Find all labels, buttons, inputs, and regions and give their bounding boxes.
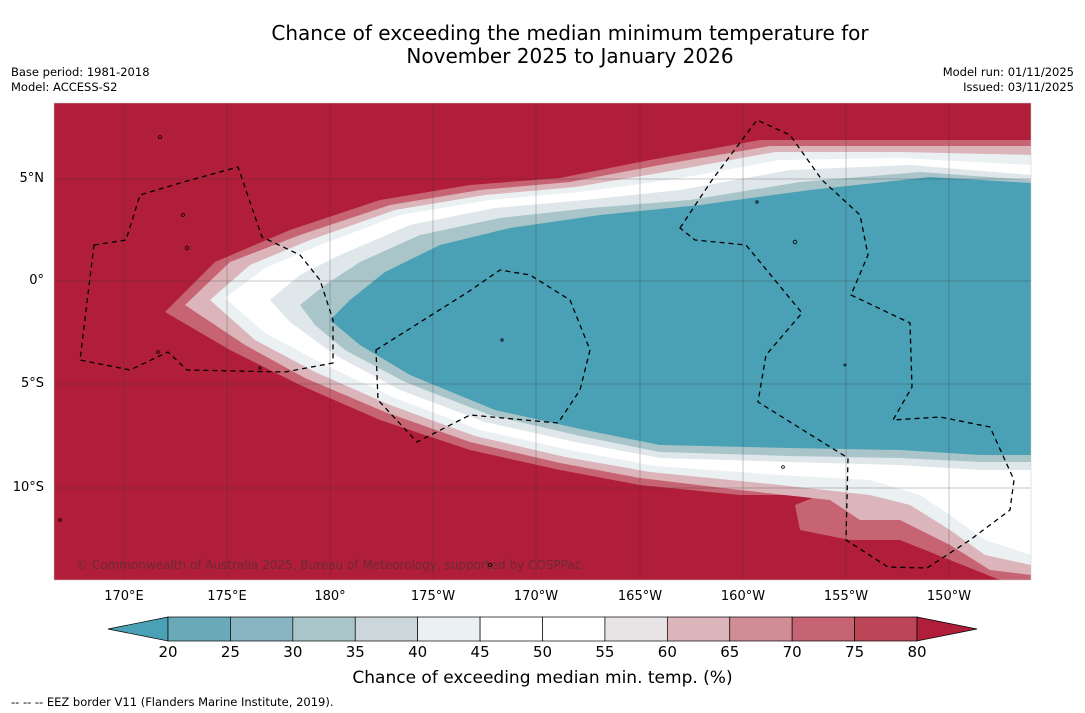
issued-date: Issued: 03/11/2025 — [963, 80, 1074, 94]
colorbar-segment — [542, 616, 606, 642]
colorbar-tick-label: 45 — [470, 643, 490, 661]
colorbar-tick-label: 20 — [158, 643, 178, 661]
colorbar-tick-label: 75 — [845, 643, 865, 661]
map-frame — [53, 102, 1032, 581]
colorbar-extend-high — [916, 616, 978, 642]
colorbar — [107, 616, 978, 642]
title-line-1: Chance of exceeding the median minimum t… — [271, 21, 869, 45]
title-line-2: November 2025 to January 2026 — [406, 44, 734, 68]
base-period: Base period: 1981-2018 — [11, 65, 150, 79]
colorbar-tick-label: 50 — [532, 643, 553, 661]
colorbar-segment — [604, 616, 668, 642]
colorbar-tick-label: 40 — [408, 643, 428, 661]
lon-tick: 175°W — [410, 589, 456, 604]
map-panel — [54, 103, 1031, 580]
lon-tick: 150°W — [926, 589, 972, 604]
colorbar-extend-low — [107, 616, 169, 642]
colorbar-tick-label: 65 — [720, 643, 740, 661]
colorbar-tick-label: 30 — [283, 643, 303, 661]
meta-left: Base period: 1981-2018 Model: ACCESS-S2 — [11, 65, 150, 95]
lat-tick: 5°N — [19, 171, 45, 186]
colorbar-segment — [354, 616, 419, 642]
meta-right: Model run: 01/11/2025 Issued: 03/11/2025 — [943, 65, 1074, 95]
colorbar-segment — [417, 616, 481, 642]
colorbar-tick-label: 60 — [657, 643, 677, 661]
lat-tick: 5°S — [20, 376, 44, 391]
colorbar-segment — [167, 616, 231, 642]
lon-tick: 180° — [314, 589, 346, 604]
lon-tick: 175°E — [207, 589, 247, 604]
colorbar-segment — [479, 616, 543, 642]
colorbar-tick-label: 25 — [220, 643, 240, 661]
colorbar-segment — [729, 616, 793, 642]
colorbar-tick-label: 80 — [907, 643, 927, 661]
lon-tick: 170°W — [513, 589, 559, 604]
colorbar-tick-label: 70 — [782, 643, 802, 661]
colorbar-tick-label: 35 — [345, 643, 365, 661]
colorbar-segment — [854, 616, 918, 642]
model-run: Model run: 01/11/2025 — [942, 65, 1074, 79]
lon-tick: 160°W — [720, 589, 766, 604]
model-name: Model: ACCESS-S2 — [11, 80, 118, 94]
colorbar-segment — [791, 616, 855, 642]
eez-footnote: -- -- -- EEZ border V11 (Flanders Marine… — [11, 695, 334, 709]
lon-tick: 170°E — [104, 589, 144, 604]
lat-tick: 10°S — [12, 480, 44, 495]
colorbar-segment — [666, 616, 731, 642]
eez-kiribati-gilbert — [375, 269, 591, 443]
colorbar-segment — [292, 616, 356, 642]
islands — [58, 135, 847, 568]
copyright-notice: © Commonwealth of Australia 2025, Bureau… — [76, 558, 582, 572]
graticule — [54, 103, 1031, 580]
eez-borders — [79, 119, 1015, 569]
eez-tuvalu — [79, 166, 334, 373]
colorbar-segment — [230, 616, 294, 642]
colorbar-tick-label: 55 — [595, 643, 615, 661]
lon-tick: 165°W — [617, 589, 663, 604]
lat-tick: 0° — [29, 273, 44, 288]
colorbar-label: Chance of exceeding median min. temp. (%… — [352, 668, 733, 688]
contour-20 — [330, 177, 1031, 455]
lon-tick: 155°W — [823, 589, 869, 604]
chart-title: Chance of exceeding the median minimum t… — [0, 22, 1085, 68]
